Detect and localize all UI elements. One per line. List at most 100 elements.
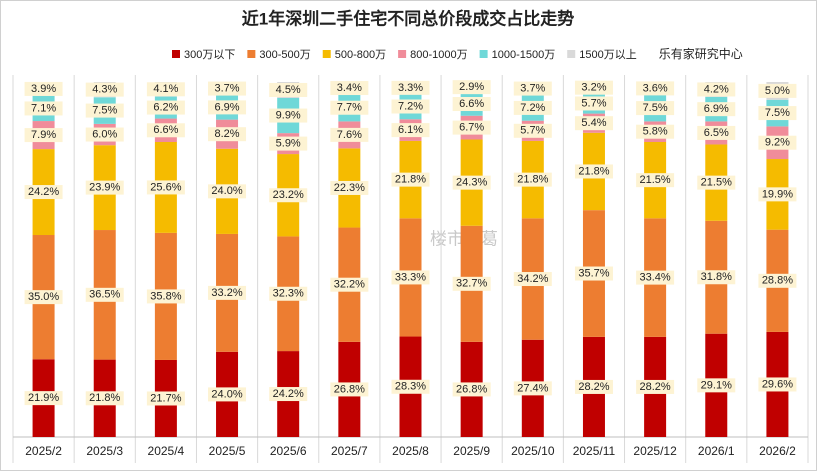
- label-box: [85, 127, 124, 142]
- x-tick-label: 2025/11: [573, 444, 616, 458]
- label-box: [697, 378, 736, 393]
- value-label: 3.6%: [643, 82, 668, 94]
- x-tick-label: 2025/8: [392, 444, 429, 458]
- label-box: [330, 81, 369, 96]
- x-tick-label: 2025/6: [270, 444, 307, 458]
- label-box: [269, 82, 308, 97]
- value-label: 7.7%: [337, 102, 362, 114]
- label-box: [24, 101, 63, 116]
- value-label: 31.8%: [701, 271, 732, 283]
- value-label: 35.0%: [28, 291, 59, 303]
- label-box: [330, 180, 369, 195]
- label-box: [269, 136, 308, 151]
- value-label: 5.7%: [581, 97, 606, 109]
- value-label: 24.2%: [28, 186, 59, 198]
- label-box: [452, 120, 491, 135]
- label-box: [391, 172, 430, 187]
- label-box: [758, 106, 797, 121]
- value-label: 21.5%: [701, 177, 732, 189]
- x-tick-label: 2025/7: [331, 444, 368, 458]
- x-tick-label: 2025/2: [25, 444, 62, 458]
- value-label: 23.2%: [273, 189, 304, 201]
- value-label: 33.3%: [395, 271, 426, 283]
- label-box: [513, 100, 552, 115]
- legend-label: 1000-1500万: [492, 49, 556, 61]
- label-box: [452, 276, 491, 291]
- label-box: [636, 81, 675, 96]
- value-label: 3.7%: [214, 82, 239, 94]
- label-box: [452, 175, 491, 190]
- label-box: [636, 270, 675, 285]
- value-label: 3.9%: [31, 83, 56, 95]
- label-box: [636, 379, 675, 394]
- value-label: 6.2%: [153, 101, 178, 113]
- label-box: [391, 99, 430, 114]
- value-label: 8.2%: [214, 128, 239, 140]
- label-box: [330, 100, 369, 115]
- label-box: [636, 173, 675, 188]
- x-tick-label: 2025/10: [511, 444, 555, 458]
- label-box: [269, 387, 308, 402]
- label-box: [391, 123, 430, 138]
- legend-swatch: [567, 50, 576, 58]
- label-box: [574, 164, 613, 179]
- value-label: 7.6%: [337, 129, 362, 141]
- value-label: 21.5%: [640, 174, 671, 186]
- label-box: [452, 80, 491, 95]
- value-label: 28.3%: [395, 381, 426, 393]
- value-label: 21.7%: [150, 392, 181, 404]
- value-label: 33.2%: [211, 287, 242, 299]
- x-tick-label: 2025/5: [209, 444, 246, 458]
- x-tick-label: 2025/3: [86, 444, 123, 458]
- value-label: 9.2%: [765, 137, 790, 149]
- value-label: 21.8%: [578, 165, 609, 177]
- value-label: 7.9%: [31, 129, 56, 141]
- value-label: 2.9%: [459, 81, 484, 93]
- value-label: 7.2%: [520, 102, 545, 114]
- value-label: 28.2%: [578, 381, 609, 393]
- value-label: 22.3%: [334, 182, 365, 194]
- value-label: 28.2%: [640, 381, 671, 393]
- legend-swatch: [172, 50, 180, 58]
- value-label: 5.4%: [581, 117, 606, 129]
- label-box: [697, 125, 736, 140]
- value-label: 5.7%: [520, 125, 545, 137]
- x-tick-label: 2025/9: [453, 444, 490, 458]
- label-box: [574, 379, 613, 394]
- label-box: [208, 100, 247, 115]
- chart-title: 近1年深圳二手住宅不同总价段成交占比走势: [242, 8, 574, 28]
- label-box: [574, 266, 613, 281]
- legend-label: 300万以下: [184, 49, 235, 61]
- label-box: [758, 83, 797, 98]
- value-label: 35.8%: [150, 290, 181, 302]
- label-box: [330, 127, 369, 142]
- value-label: 33.4%: [640, 272, 671, 284]
- value-label: 21.8%: [89, 392, 120, 404]
- value-label: 9.9%: [276, 109, 301, 121]
- value-label: 7.5%: [92, 104, 117, 116]
- value-label: 32.3%: [273, 288, 304, 300]
- value-label: 4.5%: [276, 84, 301, 96]
- x-tick-label: 2025/12: [633, 444, 677, 458]
- label-box: [85, 82, 124, 97]
- label-box: [758, 273, 797, 288]
- label-box: [146, 391, 185, 406]
- value-label: 29.6%: [762, 378, 793, 390]
- x-tick-label: 2026/2: [759, 444, 796, 458]
- value-label: 6.9%: [704, 103, 729, 115]
- value-label: 24.0%: [211, 185, 242, 197]
- value-label: 3.4%: [337, 82, 362, 94]
- label-box: [758, 377, 797, 392]
- x-tick-label: 2025/4: [148, 444, 185, 458]
- label-box: [758, 187, 797, 202]
- label-box: [574, 116, 613, 131]
- legend-swatch: [479, 50, 488, 58]
- label-box: [391, 270, 430, 285]
- label-box: [452, 97, 491, 112]
- value-label: 32.2%: [334, 279, 365, 291]
- label-box: [146, 180, 185, 195]
- source: 乐有家研究中心: [659, 46, 743, 61]
- value-label: 7.5%: [643, 102, 668, 114]
- label-box: [85, 391, 124, 406]
